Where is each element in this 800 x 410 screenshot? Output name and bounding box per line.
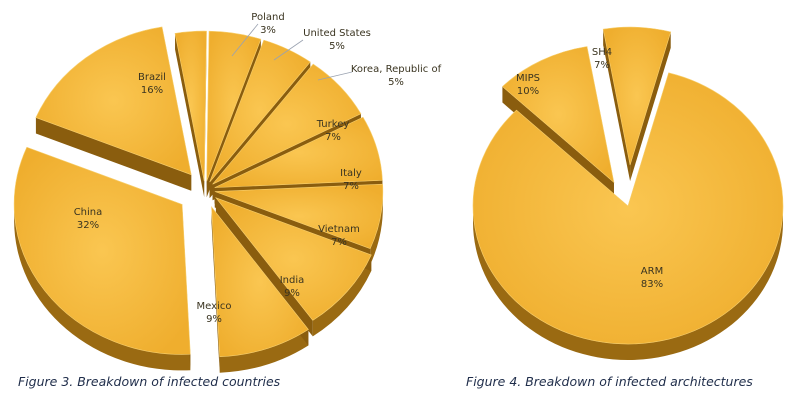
label-name: Brazil — [138, 72, 166, 83]
label-italy: Italy 7% — [340, 168, 362, 192]
slice-korea-republic-of — [209, 39, 311, 183]
label-value: 83% — [641, 279, 663, 290]
callout-line-korea-republic-of — [317, 71, 353, 81]
label-mips: MIPS 10% — [516, 73, 540, 97]
label-brazil: Brazil 16% — [138, 72, 166, 96]
label-name: Italy — [340, 168, 362, 179]
callout-line-united-states — [273, 39, 304, 61]
slice-vietnam — [214, 183, 384, 250]
label-value: 16% — [141, 85, 163, 96]
label-sh4: SH4 7% — [592, 47, 612, 71]
label-turkey: Turkey 7% — [316, 119, 350, 143]
label-name: ARM — [641, 266, 663, 277]
slice-side-india — [312, 254, 372, 337]
label-value: 7% — [343, 181, 359, 192]
label-arm: ARM 83% — [641, 266, 663, 290]
label-value: 32% — [77, 220, 99, 231]
slice-india — [215, 197, 372, 321]
slice-mexico — [211, 205, 309, 358]
slice-mips — [501, 46, 615, 184]
slice-side-vietnam — [370, 191, 383, 265]
label-value: 7% — [331, 237, 347, 248]
label-name: China — [74, 207, 103, 218]
slice-side-china — [14, 204, 191, 371]
slice-cut-sh4 — [630, 31, 671, 182]
label-value: 10% — [517, 86, 539, 97]
architectures-pie-chart: SH4 7%ARM 83%MIPS 10% — [472, 26, 784, 360]
label-mexico: Mexico 9% — [197, 301, 232, 325]
label-name: SH4 — [592, 47, 612, 58]
slice-cut-brazil — [35, 117, 192, 191]
label-india: India 9% — [280, 275, 305, 299]
label-value: 9% — [206, 314, 222, 325]
slice-cut-india — [215, 197, 313, 337]
callout-line-poland — [231, 23, 259, 57]
label-korea-republic-of: Korea, Republic of 5% — [351, 64, 442, 88]
label-value: 9% — [284, 288, 300, 299]
label-name: Korea, Republic of — [351, 64, 442, 75]
label-value: 7% — [594, 60, 610, 71]
slice-arm — [472, 72, 784, 345]
label-name: Mexico — [197, 301, 232, 312]
slice-poland — [174, 30, 207, 182]
label-name: MIPS — [516, 73, 540, 84]
slice-cut-sh4 — [603, 29, 631, 182]
label-vietnam: Vietnam 7% — [318, 224, 360, 248]
slice-brazil — [35, 26, 192, 176]
slice-side-mexico — [219, 329, 309, 373]
label-name: Poland — [251, 12, 284, 23]
label-united-states: United States 5% — [303, 28, 371, 52]
label-name: Vietnam — [318, 224, 360, 235]
label-name: United States — [303, 28, 371, 39]
slice-turkey — [212, 63, 362, 185]
figure-3-caption: Figure 3. Breakdown of infected countrie… — [18, 374, 281, 389]
slice-united-states — [206, 30, 262, 182]
label-poland: Poland 3% — [251, 12, 284, 36]
label-name: India — [280, 275, 305, 286]
label-value: 5% — [388, 77, 404, 88]
label-name: Turkey — [316, 119, 350, 130]
label-value: 3% — [260, 25, 276, 36]
slice-cut-poland — [175, 33, 205, 198]
label-value: 5% — [329, 41, 345, 52]
countries-pie-chart: Poland 3% United States 5%Korea, Republic o… — [13, 12, 442, 373]
slice-italy — [214, 116, 383, 188]
label-value: 7% — [325, 132, 341, 143]
slice-sh4 — [602, 26, 672, 166]
figure-4-caption: Figure 4. Breakdown of infected architec… — [466, 374, 753, 389]
label-china: China 32% — [74, 207, 103, 231]
slice-china — [13, 146, 191, 355]
